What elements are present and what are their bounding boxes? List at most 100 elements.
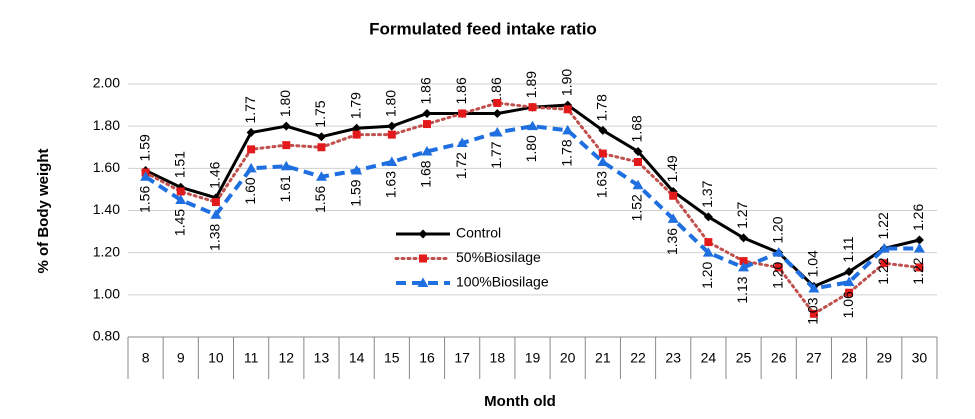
chart-title: Formulated feed intake ratio (369, 19, 597, 38)
data-label: 1.77 (242, 96, 258, 123)
data-point (844, 267, 854, 277)
data-point (739, 257, 748, 266)
data-point (774, 263, 783, 272)
data-point (422, 120, 431, 129)
data-point (456, 137, 468, 148)
x-axis-title: Month old (484, 393, 556, 410)
data-label: 1.56 (136, 186, 152, 213)
data-label: 1.22 (910, 257, 926, 284)
data-point (597, 156, 609, 167)
data-label: 1.56 (312, 186, 328, 213)
x-tick-label: 17 (454, 350, 470, 366)
y-tick-label: 1.40 (93, 201, 120, 217)
data-point (563, 105, 572, 114)
data-point (245, 162, 257, 173)
data-label: 1.63 (383, 171, 399, 198)
data-label: 1.86 (418, 77, 434, 104)
data-label: 1.80 (383, 90, 399, 117)
data-point (598, 125, 608, 135)
data-point (845, 288, 854, 297)
data-point (667, 213, 679, 223)
data-label: 1.61 (277, 175, 293, 202)
data-point (738, 261, 750, 272)
data-label: 1.75 (312, 100, 328, 127)
x-tick-label: 29 (876, 350, 892, 366)
x-tick-label: 21 (595, 350, 611, 366)
data-point (669, 191, 678, 200)
data-label: 1.20 (699, 261, 715, 288)
data-label: 1.72 (453, 152, 469, 179)
legend-marker (419, 254, 427, 263)
data-label: 1.06 (840, 291, 856, 318)
data-point (315, 171, 327, 181)
data-point (140, 171, 152, 181)
data-point (493, 98, 502, 107)
data-point (280, 160, 292, 171)
data-label: 1.78 (558, 139, 574, 166)
data-point (352, 123, 362, 133)
data-point (176, 187, 185, 196)
data-point (634, 158, 643, 167)
legend-marker (418, 229, 428, 239)
data-point (809, 309, 818, 318)
data-point (247, 145, 256, 154)
data-point (491, 126, 503, 137)
x-tick-label: 15 (384, 350, 400, 366)
data-label: 1.27 (734, 201, 750, 228)
data-point (458, 109, 467, 118)
data-label: 1.45 (171, 209, 187, 236)
data-point (915, 263, 924, 272)
legend-label: Control (456, 225, 501, 241)
data-label: 1.63 (594, 171, 610, 198)
data-label: 1.51 (171, 151, 187, 178)
data-point (352, 130, 361, 139)
x-tick-label: 14 (349, 350, 365, 366)
data-label: 1.89 (523, 71, 539, 98)
x-tick-label: 8 (142, 350, 150, 366)
data-point (175, 194, 187, 204)
x-tick-label: 30 (912, 350, 928, 366)
data-label: 1.36 (664, 228, 680, 255)
x-tick-label: 22 (630, 350, 646, 366)
data-label: 1.68 (418, 160, 434, 187)
data-point (914, 235, 924, 245)
data-point (704, 238, 713, 247)
data-point (317, 143, 326, 152)
x-tick-label: 26 (771, 350, 787, 366)
data-point (210, 209, 222, 219)
data-point (316, 132, 326, 142)
x-tick-label: 16 (419, 350, 435, 366)
data-point (632, 179, 644, 190)
data-point (421, 145, 433, 156)
data-label: 1.26 (910, 204, 926, 231)
data-point (598, 149, 607, 158)
x-tick-label: 28 (841, 350, 857, 366)
data-label: 1.20 (769, 261, 785, 288)
data-label: 1.03 (805, 297, 821, 324)
data-label: 1.20 (769, 216, 785, 243)
data-point (880, 259, 889, 268)
data-point (527, 120, 538, 131)
series-line (144, 124, 920, 291)
data-point (702, 247, 714, 257)
y-tick-label: 1.80 (93, 117, 120, 133)
data-point (387, 130, 396, 139)
data-point (422, 109, 432, 119)
legend-label: 50%Biosilage (456, 249, 541, 265)
data-point (808, 283, 820, 293)
data-label: 1.80 (277, 90, 293, 117)
x-tick-label: 18 (490, 350, 506, 366)
data-label: 1.22 (875, 212, 891, 239)
y-axis-title: % of Body weight (35, 149, 52, 274)
data-point (246, 127, 256, 137)
data-label: 1.46 (207, 161, 223, 188)
data-label: 1.38 (207, 224, 223, 251)
data-label: 1.60 (242, 177, 258, 204)
x-tick-label: 23 (665, 350, 681, 366)
y-tick-label: 0.80 (93, 328, 120, 344)
data-label: 1.22 (875, 257, 891, 284)
data-point (878, 242, 890, 253)
data-point (282, 141, 291, 150)
x-tick-label: 11 (244, 350, 259, 366)
